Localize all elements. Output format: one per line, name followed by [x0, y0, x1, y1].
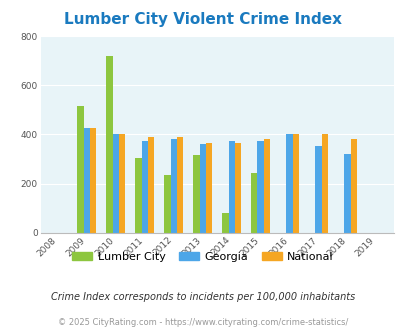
Bar [177, 137, 183, 233]
Bar [90, 128, 96, 233]
Bar [119, 135, 125, 233]
Bar [77, 106, 83, 233]
Text: Lumber City Violent Crime Index: Lumber City Violent Crime Index [64, 12, 341, 26]
Bar [148, 137, 154, 233]
Bar [199, 144, 205, 233]
Text: © 2025 CityRating.com - https://www.cityrating.com/crime-statistics/: © 2025 CityRating.com - https://www.city… [58, 318, 347, 327]
Bar [141, 141, 148, 233]
Bar [106, 56, 113, 233]
Bar [170, 139, 177, 233]
Bar [263, 139, 270, 233]
Bar [234, 143, 241, 233]
Bar [315, 146, 321, 233]
Legend: Lumber City, Georgia, National: Lumber City, Georgia, National [68, 248, 337, 267]
Bar [83, 128, 90, 233]
Text: Crime Index corresponds to incidents per 100,000 inhabitants: Crime Index corresponds to incidents per… [51, 292, 354, 302]
Bar [350, 139, 356, 233]
Bar [228, 141, 234, 233]
Bar [135, 158, 141, 233]
Bar [343, 154, 350, 233]
Bar [257, 141, 263, 233]
Bar [250, 173, 257, 233]
Bar [222, 213, 228, 233]
Bar [193, 155, 199, 233]
Bar [292, 135, 298, 233]
Bar [321, 135, 327, 233]
Bar [113, 135, 119, 233]
Bar [286, 135, 292, 233]
Bar [164, 175, 170, 233]
Bar [205, 143, 212, 233]
